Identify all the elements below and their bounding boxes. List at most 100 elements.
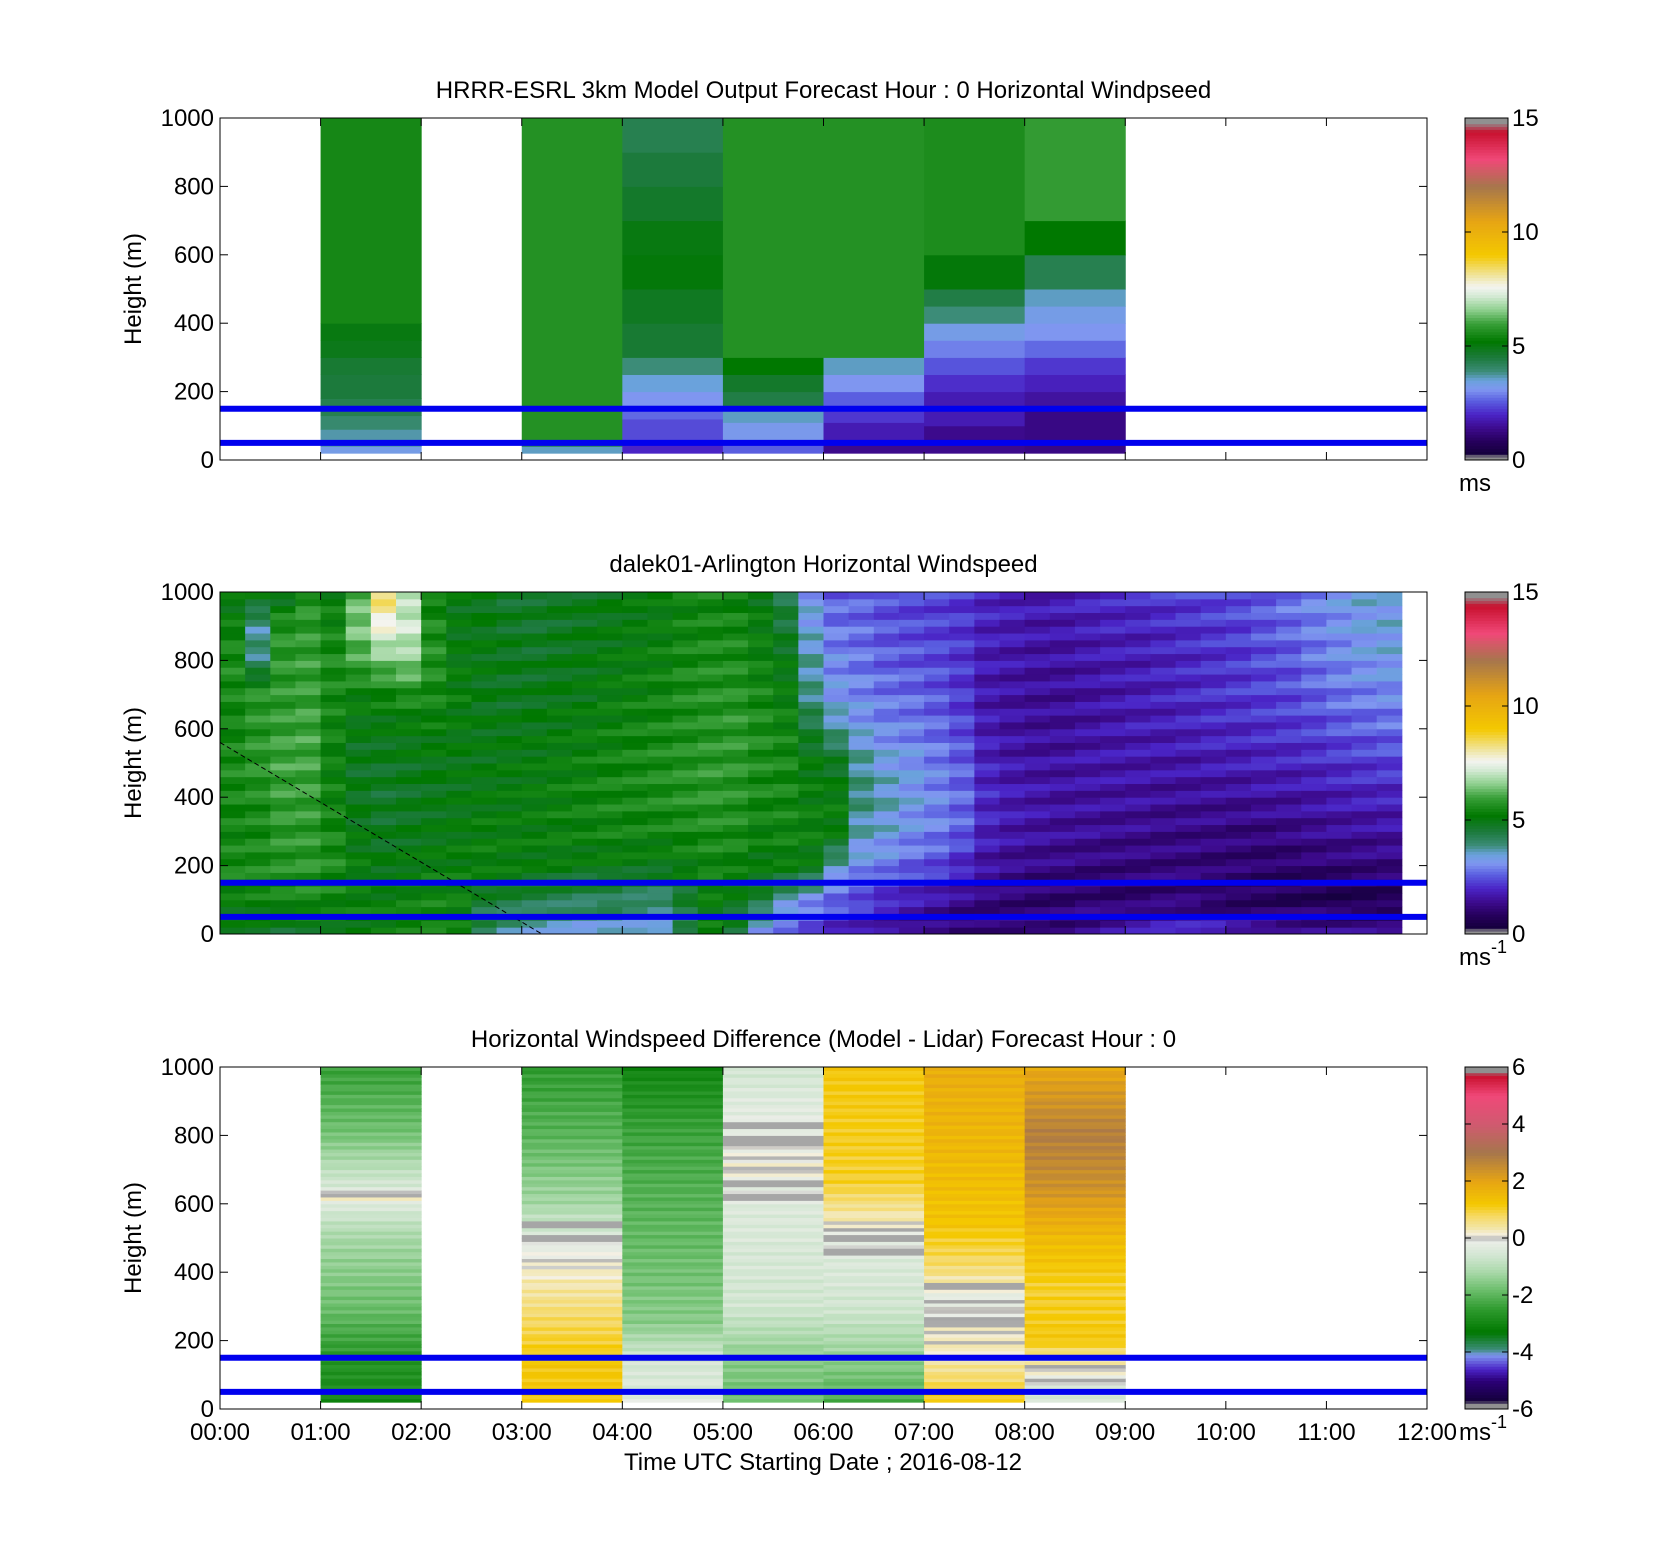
heatmap-cell (1351, 886, 1378, 894)
heatmap-cell (622, 633, 648, 641)
heatmap-cell (1074, 646, 1101, 655)
heatmap-cell (697, 592, 724, 600)
heatmap-cell (748, 851, 774, 860)
heatmap-cell (220, 851, 246, 860)
heatmap-cell (1225, 592, 1252, 600)
heatmap-cell (572, 592, 598, 600)
y-axis-label: Height (m) (120, 233, 147, 345)
heatmap-cell (320, 1296, 422, 1301)
heatmap-cell (924, 1347, 1026, 1352)
heatmap-cell (1301, 749, 1327, 757)
heatmap-cell (521, 1190, 623, 1195)
heatmap-cell (1125, 790, 1151, 798)
heatmap-cell (521, 756, 548, 764)
heatmap-cell (446, 619, 472, 627)
heatmap-cell (320, 1104, 422, 1109)
colorbar-segment (1465, 646, 1508, 650)
heatmap-cell (1024, 845, 1051, 853)
heatmap-cell (1125, 927, 1151, 934)
y-tick-label: 0 (201, 921, 214, 948)
heatmap-cell (1326, 633, 1353, 641)
heatmap-cell (1024, 660, 1051, 668)
heatmap-cell (1024, 804, 1051, 812)
heatmap-cell (1276, 824, 1302, 832)
colorbar-segment (1465, 212, 1508, 216)
heatmap-cell (1225, 667, 1252, 675)
heatmap-cell (597, 763, 623, 771)
heatmap-cells (320, 118, 1126, 454)
heatmap-cell (1049, 824, 1076, 832)
heatmap-cell (245, 721, 271, 730)
heatmap-cell (320, 1200, 422, 1205)
heatmap-cell (521, 769, 548, 778)
heatmap-cell (647, 680, 674, 689)
heatmap-cell (898, 824, 925, 832)
colorbar-segment (1465, 1334, 1508, 1339)
heatmap-cell (873, 892, 900, 901)
heatmap-cell (220, 694, 246, 702)
heatmap-cell (823, 1316, 925, 1321)
heatmap-cell (446, 790, 472, 798)
heatmap-cell (722, 810, 749, 819)
heatmap-cell (1150, 776, 1177, 785)
heatmap-cell (1225, 633, 1252, 641)
colorbar-segment (1465, 651, 1508, 656)
heatmap-cell (924, 1350, 1026, 1355)
heatmap-cell (697, 708, 724, 716)
colorbar-segment (1465, 623, 1508, 627)
heatmap-cell (1276, 790, 1302, 798)
heatmap-cell (320, 838, 347, 846)
heatmap-cell (471, 592, 498, 600)
heatmap-cell (1024, 1131, 1126, 1136)
heatmap-cell (521, 1159, 623, 1164)
colorbar-segment (1465, 697, 1508, 701)
heatmap-cell (1175, 865, 1202, 873)
heatmap-cell (924, 817, 950, 826)
heatmap-cell (320, 646, 347, 655)
heatmap-cell (245, 783, 271, 791)
heatmap-cell (1024, 1149, 1126, 1153)
colorbar-segment (1465, 1200, 1508, 1205)
y-tick-label: 1000 (161, 105, 214, 132)
heatmap-cell (722, 749, 749, 757)
heatmap-cell (722, 1159, 824, 1164)
heatmap-cell (949, 851, 975, 860)
colorbar-segment (1465, 694, 1508, 698)
heatmap-cell (320, 1210, 422, 1215)
heatmap-cell (320, 415, 422, 430)
heatmap-cell (320, 899, 347, 908)
heatmap-cell (446, 653, 472, 661)
heatmap-cell (722, 1108, 824, 1112)
colorbar-segment (1465, 1129, 1508, 1134)
heatmap-cell (647, 886, 674, 894)
heatmap-cell (1351, 899, 1378, 908)
heatmap-cell (1024, 872, 1051, 880)
heatmap-cell (823, 845, 850, 853)
heatmap-cell (873, 626, 900, 634)
heatmap-cell (722, 1337, 824, 1342)
colorbar-segment (1465, 397, 1508, 401)
heatmap-cell (974, 667, 1001, 675)
heatmap-cell (1250, 790, 1277, 798)
heatmap-cell (446, 749, 472, 757)
colorbar-segment (1465, 417, 1508, 421)
colorbar-segment (1465, 1323, 1508, 1327)
heatmap-cell (672, 851, 699, 860)
heatmap-cell (220, 804, 246, 812)
heatmap-cell (622, 1097, 724, 1102)
heatmap-cell (773, 776, 799, 785)
heatmap-cell (622, 1275, 724, 1280)
heatmap-cell (672, 797, 699, 805)
heatmap-cell (597, 612, 623, 620)
heatmap-cell (1351, 749, 1378, 757)
heatmap-cell (999, 769, 1026, 778)
colorbar-segment (1465, 1343, 1508, 1347)
colorbar-segment (1465, 388, 1508, 393)
heatmap-cell (270, 742, 296, 750)
heatmap-cell (295, 824, 322, 832)
colorbar-segment (1465, 626, 1508, 630)
heatmap-cell (823, 1104, 925, 1109)
heatmap-cell (798, 728, 824, 737)
heatmap-cell (295, 892, 322, 901)
